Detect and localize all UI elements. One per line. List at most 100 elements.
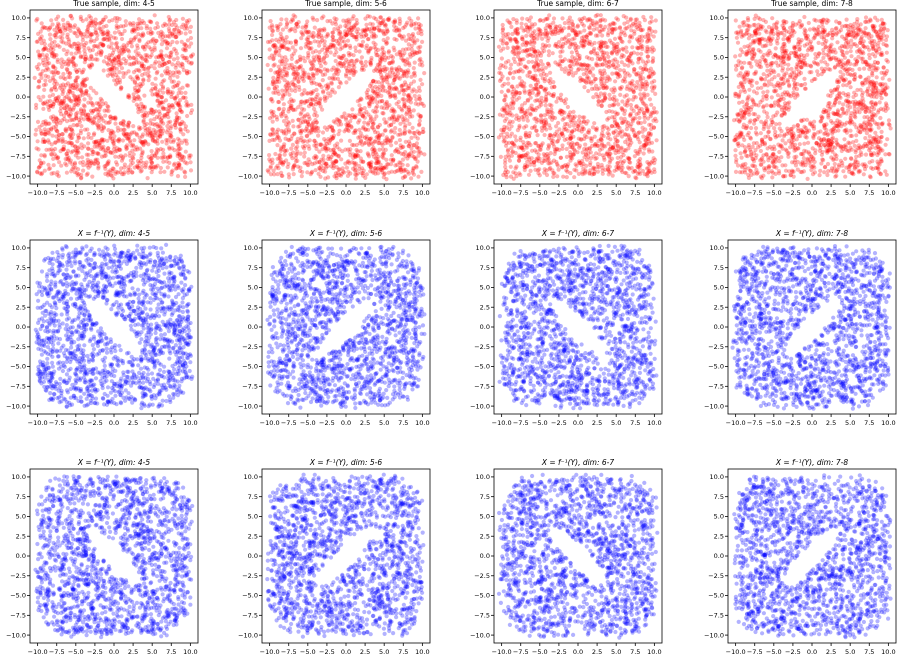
- scatter-point: [608, 170, 613, 175]
- scatter-point: [294, 151, 299, 156]
- scatter-point: [558, 155, 564, 160]
- scatter-point: [324, 86, 329, 91]
- scatter-point: [139, 155, 144, 160]
- scatter-point: [121, 127, 126, 132]
- scatter-point: [381, 77, 386, 83]
- scatter-point: [59, 64, 65, 69]
- scatter-point: [81, 108, 87, 113]
- scatter-point: [42, 25, 47, 30]
- scatter-point: [382, 32, 387, 37]
- scatter-point: [551, 158, 557, 163]
- scatter-point: [167, 22, 172, 27]
- scatter-point: [359, 170, 364, 176]
- scatter-point: [131, 61, 136, 66]
- scatter-point: [105, 160, 110, 165]
- scatter-point: [387, 61, 392, 66]
- scatter-point: [298, 138, 303, 143]
- scatter-point: [86, 146, 91, 151]
- scatter-point: [291, 82, 296, 87]
- scatter-point: [156, 54, 161, 59]
- scatter-point: [54, 17, 59, 22]
- scatter-point: [185, 20, 190, 25]
- scatter-point: [368, 61, 373, 66]
- scatter-point: [181, 121, 186, 126]
- scatter-point: [57, 27, 62, 32]
- scatter-point: [78, 55, 83, 60]
- scatter-point: [161, 147, 166, 152]
- scatter-point: [526, 172, 532, 177]
- scatter-point: [508, 164, 513, 169]
- scatter-point: [611, 42, 616, 47]
- scatter-point: [549, 137, 554, 143]
- scatter-point: [612, 124, 618, 129]
- scatter-point: [84, 152, 89, 157]
- scatter-point: [306, 163, 311, 168]
- scatter-point: [523, 155, 528, 160]
- scatter-point: [273, 79, 278, 84]
- x-tick-label: 0.0: [109, 189, 119, 197]
- scatter-point: [593, 33, 599, 38]
- scatter-point: [590, 21, 595, 26]
- scatter-point: [335, 72, 340, 77]
- scatter-point: [528, 33, 533, 38]
- scatter-point: [623, 33, 628, 38]
- scatter-point: [603, 76, 608, 81]
- scatter-point: [284, 25, 289, 30]
- scatter-point: [183, 23, 188, 28]
- scatter-point: [336, 38, 341, 43]
- scatter-point: [314, 146, 319, 151]
- scatter-point: [612, 98, 617, 103]
- scatter-point: [276, 73, 281, 78]
- scatter-point: [329, 134, 334, 139]
- scatter-point: [108, 58, 113, 63]
- scatter-point: [105, 32, 110, 37]
- scatter-point: [98, 146, 103, 151]
- scatter-point: [284, 83, 289, 88]
- scatter-point: [540, 36, 545, 41]
- scatter-point: [627, 39, 632, 44]
- scatter-point: [135, 74, 140, 79]
- scatter-point: [109, 128, 114, 133]
- scatter-point: [528, 74, 533, 79]
- scatter-point: [360, 113, 365, 118]
- scatter-point: [88, 119, 93, 124]
- scatter-point: [69, 169, 74, 174]
- scatter-point: [314, 87, 319, 92]
- scatter-point: [548, 70, 553, 75]
- scatter-point: [534, 158, 539, 163]
- scatter-point: [397, 27, 402, 32]
- scatter-point: [622, 77, 627, 82]
- scatter-point: [338, 47, 343, 52]
- scatter-point: [398, 167, 403, 172]
- scatter-point: [65, 20, 70, 25]
- scatter-point: [317, 142, 322, 147]
- scatter-point: [417, 85, 422, 90]
- scatter-point: [352, 65, 357, 70]
- scatter-point: [140, 19, 145, 24]
- scatter-point: [377, 27, 382, 32]
- scatter-point: [122, 165, 127, 170]
- scatter-point: [546, 143, 551, 148]
- scatter-point: [571, 134, 576, 139]
- scatter-point: [68, 71, 73, 76]
- scatter-point: [550, 138, 556, 143]
- scatter-point: [77, 119, 82, 125]
- scatter-point: [79, 124, 84, 129]
- scatter-point: [66, 74, 71, 80]
- scatter-point: [103, 101, 108, 106]
- scatter-point: [503, 168, 508, 173]
- scatter-point: [407, 130, 413, 135]
- scatter-point: [79, 70, 84, 75]
- scatter-point: [94, 107, 100, 112]
- scatter-point: [99, 138, 104, 143]
- scatter-point: [373, 67, 378, 72]
- scatter-point: [411, 71, 416, 76]
- scatter-point: [296, 117, 301, 122]
- scatter-point: [653, 116, 658, 121]
- scatter-point: [79, 89, 84, 94]
- scatter-point: [404, 70, 410, 75]
- scatter-point: [143, 125, 148, 131]
- scatter-point: [633, 20, 638, 25]
- scatter-point: [650, 69, 655, 74]
- scatter-point: [631, 89, 636, 95]
